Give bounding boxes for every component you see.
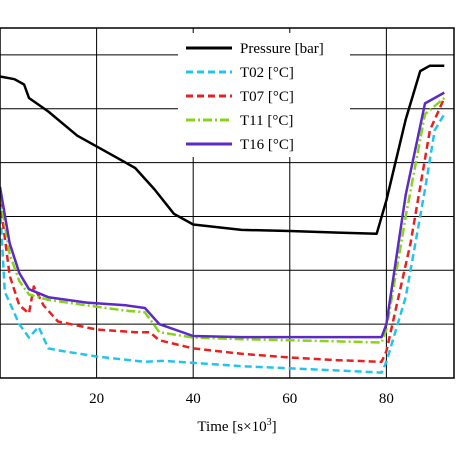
legend: Pressure [bar] T02 [°C] T07 [°C] T11 [°C] T1…	[178, 33, 350, 157]
legend-label: T11 [°C]	[240, 113, 293, 129]
x-tick-label: 40	[186, 391, 201, 407]
x-axis-title: Time [s×103]	[197, 417, 276, 435]
x-tick-label: 80	[379, 391, 394, 407]
legend-label: Pressure [bar]	[240, 41, 324, 57]
series-line	[0, 91, 445, 339]
legend-label: T02 [°C]	[240, 65, 294, 81]
plot-frame	[0, 27, 455, 379]
legend-label: T07 [°C]	[240, 89, 294, 105]
series-lines	[0, 64, 446, 374]
legend-box	[178, 33, 350, 157]
series-line	[0, 64, 445, 235]
x-tick-label: 20	[89, 391, 104, 407]
x-tick-labels: 20 40 60 80	[89, 391, 394, 407]
series-line	[0, 97, 446, 364]
legend-label: T16 [°C]	[240, 137, 294, 153]
x-tick-label: 60	[282, 391, 297, 407]
series-line	[0, 97, 446, 344]
